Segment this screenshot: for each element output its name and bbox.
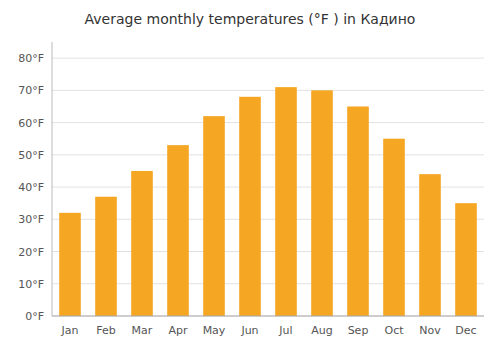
x-tick-label: Sep bbox=[348, 324, 369, 337]
y-tick-label: 40°F bbox=[18, 181, 44, 194]
grid-line bbox=[52, 90, 484, 91]
bar bbox=[131, 171, 153, 316]
grid bbox=[52, 58, 484, 316]
grid-line bbox=[52, 316, 484, 317]
y-tick-label: 70°F bbox=[18, 84, 44, 97]
bar bbox=[383, 139, 405, 316]
x-tick-label: Jun bbox=[240, 324, 258, 337]
x-tick-label: Dec bbox=[455, 324, 476, 337]
y-tick-label: 60°F bbox=[18, 117, 44, 130]
bar bbox=[203, 116, 225, 316]
page: {"chart_data": {"type": "bar", "title": … bbox=[0, 0, 500, 350]
y-axis-line bbox=[52, 42, 53, 316]
grid-line bbox=[52, 122, 484, 123]
x-tick-label: Feb bbox=[96, 324, 115, 337]
y-tick-label: 80°F bbox=[18, 52, 44, 65]
bar bbox=[311, 90, 333, 316]
x-axis: Jan Feb Mar Apr May Jun Jul Aug Sep Oct Nov Dec bbox=[52, 316, 484, 337]
y-tick-label: 0°F bbox=[25, 310, 44, 323]
chart-container: Average monthly temperatures (°F ) in Ка… bbox=[0, 0, 500, 350]
x-tick-label: Jul bbox=[278, 324, 292, 337]
x-tick-label: Oct bbox=[384, 324, 404, 337]
y-tick-label: 10°F bbox=[18, 278, 44, 291]
y-tick-label: 20°F bbox=[18, 246, 44, 259]
bar bbox=[347, 106, 369, 316]
x-tick-label: Apr bbox=[168, 324, 188, 337]
bar bbox=[455, 203, 477, 316]
y-axis: 0°F 10°F 20°F 30°F 40°F 50°F 60°F 70°F 80°F bbox=[18, 42, 52, 323]
x-tick-label: Mar bbox=[132, 324, 153, 337]
x-tick-label: Jan bbox=[61, 324, 79, 337]
bar bbox=[239, 97, 261, 316]
grid-line bbox=[52, 58, 484, 59]
x-axis-line bbox=[52, 316, 484, 317]
x-tick-label: May bbox=[203, 324, 226, 337]
title: Average monthly temperatures (°F ) in Ка… bbox=[85, 11, 416, 27]
chart: Average monthly temperatures (°F ) in Ка… bbox=[0, 0, 500, 350]
bar bbox=[275, 87, 297, 316]
bar bbox=[167, 145, 189, 316]
bar bbox=[419, 174, 441, 316]
bar bbox=[95, 197, 117, 316]
y-tick-label: 30°F bbox=[18, 213, 44, 226]
bar bbox=[59, 213, 81, 316]
x-tick-label: Aug bbox=[311, 324, 332, 337]
bars bbox=[59, 87, 477, 316]
x-tick-label: Nov bbox=[419, 324, 441, 337]
grid-line bbox=[52, 154, 484, 155]
y-tick-label: 50°F bbox=[18, 149, 44, 162]
